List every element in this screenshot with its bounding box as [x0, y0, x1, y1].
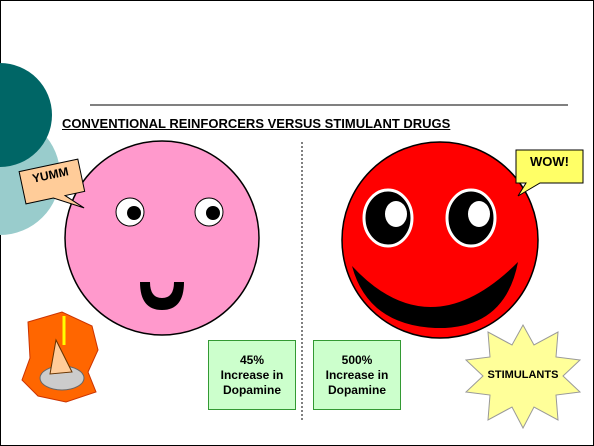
pupil — [206, 206, 220, 220]
box-line: Dopamine — [223, 383, 281, 398]
box-line: 45% — [240, 353, 264, 368]
title: CONVENTIONAL REINFORCERS VERSUS STIMULAN… — [62, 116, 532, 131]
wow-text: WOW! — [530, 154, 569, 169]
box-line: 500% — [342, 353, 373, 368]
star-text: STIMULANTS — [483, 369, 563, 381]
eye-shine — [468, 201, 490, 227]
box-line: Increase in — [326, 368, 389, 383]
pupil — [127, 206, 141, 220]
left-box: 45% Increase in Dopamine — [208, 340, 296, 410]
slide: CONVENTIONAL REINFORCERS VERSUS STIMULAN… — [0, 0, 594, 446]
right-box: 500% Increase in Dopamine — [313, 340, 401, 410]
box-line: Dopamine — [328, 383, 386, 398]
cake-icon — [22, 312, 98, 402]
box-line: Increase in — [221, 368, 284, 383]
eye-shine — [385, 201, 407, 227]
